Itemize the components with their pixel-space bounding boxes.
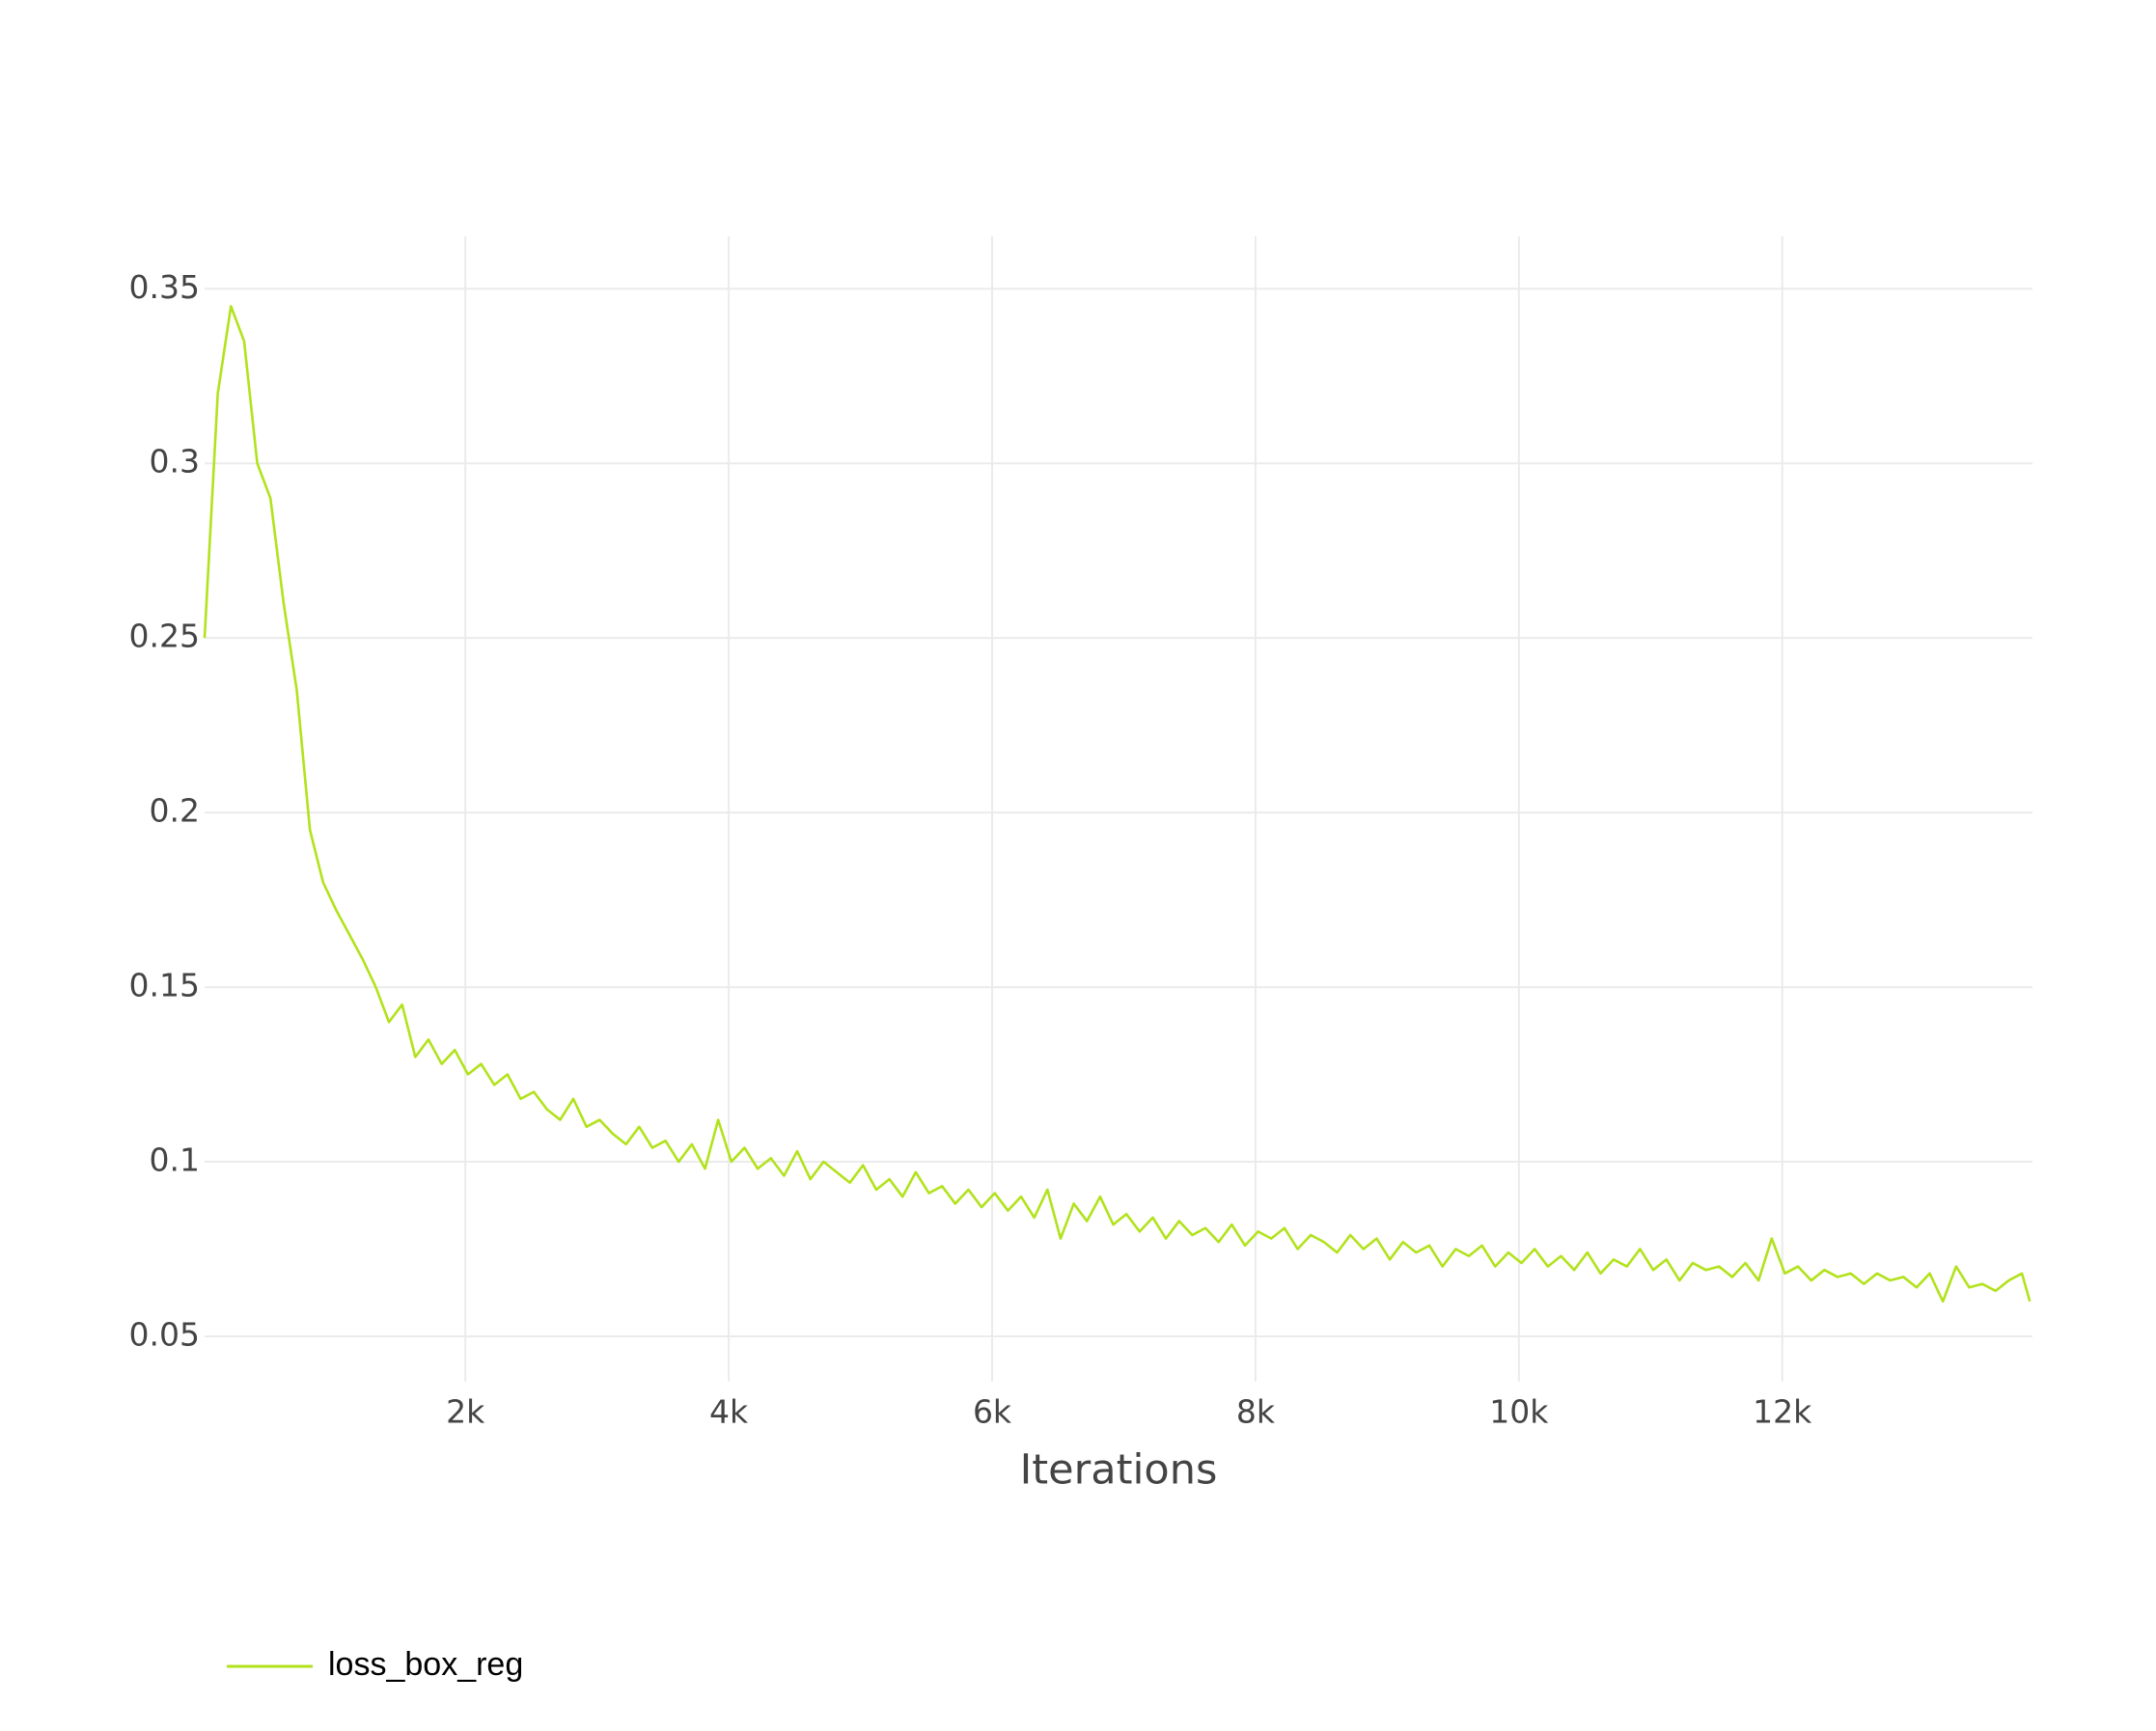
x-tick-label: 4k <box>709 1393 749 1431</box>
y-tick-label: 0.05 <box>129 1315 200 1353</box>
x-tick-label: 2k <box>446 1393 485 1431</box>
plot <box>203 305 2032 1304</box>
y-tick-label: 0.35 <box>129 268 200 306</box>
x-tick-label: 12k <box>1753 1393 1812 1431</box>
y-tick-label: 0.15 <box>129 967 200 1004</box>
grid <box>205 236 2032 1382</box>
x-tick-label: 8k <box>1236 1393 1276 1431</box>
x-tick-label: 6k <box>973 1393 1012 1431</box>
data-line <box>203 305 2032 1304</box>
legend-label: loss_box_reg <box>328 1646 523 1683</box>
x-tick-label: 10k <box>1489 1393 1549 1431</box>
x-axis-title: Iterations <box>1020 1446 1218 1495</box>
y-tick-label: 0.25 <box>129 618 200 655</box>
y-tick-label: 0.1 <box>150 1141 200 1179</box>
y-tick-label: 0.2 <box>150 792 200 830</box>
y-tick-label: 0.3 <box>150 443 200 481</box>
